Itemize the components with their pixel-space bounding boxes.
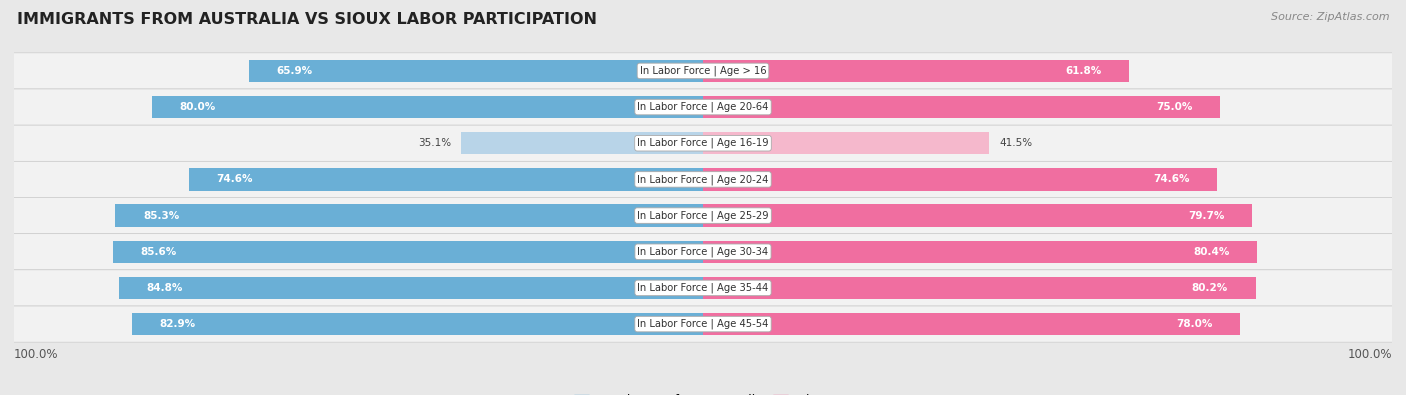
Text: In Labor Force | Age 20-64: In Labor Force | Age 20-64 [637,102,769,112]
Bar [703,132,988,154]
Text: 75.0%: 75.0% [1156,102,1192,112]
Bar [461,132,703,154]
Text: 61.8%: 61.8% [1064,66,1101,76]
Text: 79.7%: 79.7% [1188,211,1225,220]
Bar [703,168,1218,191]
Text: In Labor Force | Age 45-54: In Labor Force | Age 45-54 [637,319,769,329]
Text: 100.0%: 100.0% [1347,348,1392,361]
Text: 82.9%: 82.9% [159,319,195,329]
Text: In Labor Force | Age 20-24: In Labor Force | Age 20-24 [637,174,769,185]
Bar [703,204,1253,227]
Bar [249,60,703,82]
FancyBboxPatch shape [7,161,1399,198]
FancyBboxPatch shape [7,89,1399,125]
Bar [703,313,1240,335]
Bar [115,204,703,227]
Text: Source: ZipAtlas.com: Source: ZipAtlas.com [1271,12,1389,22]
Text: 80.0%: 80.0% [180,102,215,112]
Bar [703,241,1257,263]
FancyBboxPatch shape [7,270,1399,306]
Text: 74.6%: 74.6% [1153,175,1189,184]
Bar [118,277,703,299]
Text: In Labor Force | Age > 16: In Labor Force | Age > 16 [640,66,766,76]
Bar [132,313,703,335]
Text: 85.6%: 85.6% [141,247,177,257]
Bar [114,241,703,263]
Text: 74.6%: 74.6% [217,175,253,184]
Text: 85.3%: 85.3% [143,211,179,220]
Bar [703,60,1129,82]
Text: 65.9%: 65.9% [277,66,312,76]
Bar [703,96,1219,118]
Text: In Labor Force | Age 25-29: In Labor Force | Age 25-29 [637,210,769,221]
Text: In Labor Force | Age 16-19: In Labor Force | Age 16-19 [637,138,769,149]
FancyBboxPatch shape [7,306,1399,342]
FancyBboxPatch shape [7,198,1399,234]
Text: In Labor Force | Age 30-34: In Labor Force | Age 30-34 [637,246,769,257]
Text: 35.1%: 35.1% [418,138,451,148]
Text: 80.4%: 80.4% [1192,247,1229,257]
Bar [703,277,1256,299]
Text: 80.2%: 80.2% [1192,283,1227,293]
Text: IMMIGRANTS FROM AUSTRALIA VS SIOUX LABOR PARTICIPATION: IMMIGRANTS FROM AUSTRALIA VS SIOUX LABOR… [17,12,598,27]
Text: 84.8%: 84.8% [146,283,183,293]
Bar [152,96,703,118]
Text: 41.5%: 41.5% [1000,138,1032,148]
Legend: Immigrants from Australia, Sioux: Immigrants from Australia, Sioux [574,394,832,395]
Text: 100.0%: 100.0% [14,348,59,361]
FancyBboxPatch shape [7,234,1399,270]
FancyBboxPatch shape [7,53,1399,89]
FancyBboxPatch shape [7,125,1399,161]
Text: In Labor Force | Age 35-44: In Labor Force | Age 35-44 [637,283,769,293]
Bar [188,168,703,191]
Text: 78.0%: 78.0% [1177,319,1213,329]
